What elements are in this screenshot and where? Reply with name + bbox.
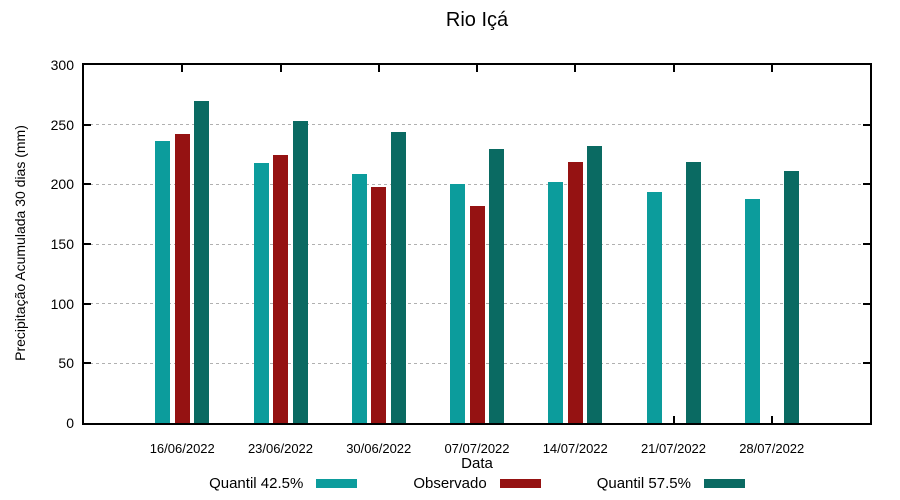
bar-quantil-42-5-23-06-2022	[253, 162, 269, 423]
x-tick-label-21-07-2022: 21/07/2022	[640, 441, 707, 456]
bar-group-16-06-2022	[155, 65, 210, 423]
x-tick-top-14-07-2022	[574, 65, 577, 72]
x-tick-top-07-07-2022	[476, 65, 478, 72]
x-tick-top-16-06-2022	[181, 65, 184, 72]
legend-entry-quantil-42-5: Quantil 42.5%	[209, 474, 358, 492]
y-tick-left-150	[84, 243, 91, 245]
y-tick-left-200	[84, 183, 91, 186]
bar-quantil-42-5-21-07-2022	[646, 191, 662, 423]
bar-quantil-57-5-23-06-2022	[292, 121, 308, 423]
x-tick-label-16-06-2022: 16/06/2022	[149, 441, 215, 456]
bar-group-23-06-2022	[253, 65, 308, 423]
x-tick-top-30-06-2022	[377, 65, 380, 72]
y-tick-label-0: 0	[66, 415, 74, 431]
x-tick-label-23-06-2022: 23/06/2022	[247, 441, 314, 456]
bar-group-21-07-2022	[646, 65, 701, 423]
y-axis-label: Precipitação Acumulada 30 dias (mm)	[12, 125, 28, 361]
y-tick-left-250	[84, 123, 91, 126]
bar-quantil-42-5-07-07-2022	[450, 184, 465, 423]
y-tick-label-50: 50	[58, 355, 74, 372]
legend-entry-quantil-57-5: Quantil 57.5%	[597, 475, 745, 492]
legend-swatch-observado	[499, 478, 541, 488]
bar-quantil-57-5-30-06-2022	[390, 131, 406, 423]
bar-observado-23-06-2022	[273, 154, 288, 423]
x-tick-top-21-07-2022	[672, 65, 675, 72]
x-tick-label-07-07-2022: 07/07/2022	[444, 441, 510, 456]
legend-entry-observado: Observado	[413, 474, 541, 492]
y-tick-label-200: 200	[50, 176, 74, 193]
y-tick-label-300: 300	[50, 57, 74, 73]
bar-observado-07-07-2022	[469, 205, 485, 423]
y-tick-right-100	[863, 302, 870, 305]
y-tick-right-200	[863, 183, 870, 186]
bar-group-14-07-2022	[548, 65, 603, 423]
gridline-y-200	[84, 183, 870, 185]
bar-quantil-57-5-28-07-2022	[783, 171, 799, 423]
bar-quantil-42-5-30-06-2022	[351, 173, 367, 423]
legend-label-quantil-57-5: Quantil 57.5%	[596, 474, 691, 492]
bar-group-28-07-2022	[744, 65, 799, 423]
bar-observado-30-06-2022	[371, 186, 387, 423]
legend-swatch-quantil-57-5	[703, 478, 745, 488]
y-tick-right-50	[863, 362, 870, 365]
bar-quantil-57-5-14-07-2022	[587, 146, 603, 423]
y-tick-left-100	[84, 302, 91, 305]
bar-group-30-06-2022	[351, 65, 406, 423]
bar-quantil-57-5-07-07-2022	[489, 148, 504, 423]
y-tick-right-250	[863, 123, 870, 126]
x-tick-top-23-06-2022	[279, 65, 282, 72]
legend-label-observado: Observado	[413, 474, 487, 492]
legend: Quantil 42.5% Observado Quantil 57.5%	[84, 473, 870, 493]
legend-label-quantil-42-5: Quantil 42.5%	[209, 474, 304, 492]
bar-observado-16-06-2022	[174, 134, 190, 423]
bar-group-07-07-2022	[450, 65, 504, 423]
y-tick-label-100: 100	[50, 295, 74, 312]
x-tick-label-30-06-2022: 30/06/2022	[346, 441, 412, 456]
plot-area: 0 50 100 150 200 250 300 16/06/2022 23/06/2022 30…	[51, 57, 872, 456]
bar-observado-14-07-2022	[567, 161, 583, 423]
y-tick-left-50	[84, 362, 91, 365]
x-tick-top-28-07-2022	[770, 65, 773, 72]
bar-quantil-57-5-21-07-2022	[685, 161, 701, 423]
legend-swatch-quantil-42-5	[316, 478, 358, 488]
bar-quantil-42-5-16-06-2022	[155, 141, 171, 423]
x-tick-bottom-28-07-2022	[770, 416, 773, 423]
y-tick-right-150	[863, 243, 870, 245]
bar-quantil-57-5-16-06-2022	[194, 100, 210, 423]
x-tick-bottom-21-07-2022	[672, 416, 675, 423]
chart-title: Rio Içá	[445, 9, 509, 31]
gridline-y-250	[84, 124, 870, 126]
bar-quantil-42-5-14-07-2022	[548, 181, 564, 423]
x-tick-label-14-07-2022: 14/07/2022	[542, 441, 608, 456]
y-tick-label-150: 150	[50, 236, 74, 252]
bar-quantil-42-5-28-07-2022	[744, 198, 760, 423]
x-tick-label-28-07-2022: 28/07/2022	[739, 441, 805, 456]
x-axis-label: Data	[461, 455, 493, 472]
y-tick-label-250: 250	[50, 116, 74, 133]
